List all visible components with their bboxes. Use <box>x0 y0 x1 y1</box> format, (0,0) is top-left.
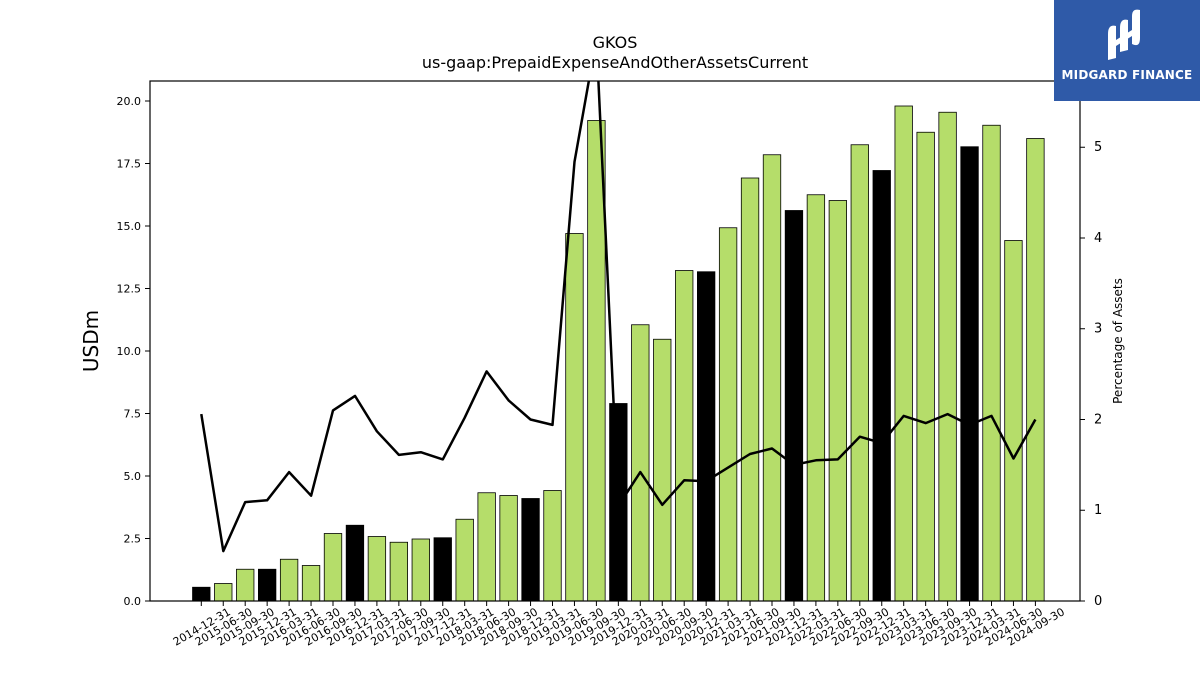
bar-2018-03-31 <box>455 518 474 602</box>
chart-subtitle: us-gaap:PrepaidExpenseAndOtherAssetsCurr… <box>422 53 808 72</box>
bar-2023-06-30 <box>916 131 935 602</box>
bar-2015-12-31 <box>257 568 277 602</box>
y2-tick-label: 5 <box>1094 140 1102 155</box>
y2-tick-label: 1 <box>1094 503 1102 518</box>
midgard-finance-logo: MIDGARD FINANCE <box>1054 0 1200 101</box>
y-tick-label: 2.5 <box>124 533 142 546</box>
bar-2016-12-31 <box>345 524 365 602</box>
bar-2024-03-31 <box>982 124 1001 602</box>
logo-text: MIDGARD FINANCE <box>1061 68 1193 82</box>
y2-axis-label: Percentage of Assets <box>1111 278 1125 404</box>
bar-2022-12-31 <box>872 170 891 602</box>
bar-2023-09-30 <box>938 111 957 602</box>
bar-2018-09-30 <box>499 495 518 602</box>
bar-2020-03-31 <box>631 324 650 602</box>
bar-2014-12-31 <box>192 586 211 602</box>
y-axis-label: USDm <box>79 310 103 372</box>
logo-mark-icon <box>1108 9 1140 60</box>
bar-2023-03-31 <box>894 105 913 602</box>
bar-2017-03-31 <box>367 536 387 602</box>
bar-2020-06-30 <box>653 338 672 602</box>
percentage-line-series <box>200 81 1037 553</box>
bar-2024-09-30 <box>1026 138 1045 602</box>
bar-2021-09-30 <box>762 154 782 602</box>
y-tick-label: 10.0 <box>117 345 142 358</box>
bar-series <box>192 105 1045 602</box>
bar-2023-12-31 <box>960 146 979 602</box>
bar-2016-06-30 <box>301 565 321 602</box>
bar-2017-09-30 <box>411 538 430 602</box>
bar-2018-12-31 <box>521 498 540 602</box>
y-tick-label: 20.0 <box>117 95 142 108</box>
bar-2015-06-30 <box>214 583 233 602</box>
bar-2015-09-30 <box>236 568 255 602</box>
bar-2016-03-31 <box>279 558 299 602</box>
y-tick-label: 12.5 <box>117 283 142 296</box>
bar-2024-06-30 <box>1004 240 1023 602</box>
bar-2021-12-31 <box>784 210 804 602</box>
bar-2022-09-30 <box>850 144 869 602</box>
bar-2022-03-31 <box>806 194 826 602</box>
axes: 0.02.55.07.510.012.515.017.520.001234520… <box>117 80 1102 649</box>
chart-title: GKOS <box>593 33 638 52</box>
bar-2021-06-30 <box>740 177 760 602</box>
y2-tick-label: 2 <box>1094 412 1102 427</box>
percentage-line <box>200 81 1037 553</box>
y-tick-label: 0.0 <box>124 595 142 608</box>
bar-2020-09-30 <box>675 270 694 602</box>
y-tick-label: 15.0 <box>117 220 142 233</box>
y-tick-label: 5.0 <box>124 470 142 483</box>
y2-tick-label: 0 <box>1094 594 1102 609</box>
bar-2019-03-31 <box>543 490 562 602</box>
bar-2017-12-31 <box>433 537 452 602</box>
y2-tick-label: 3 <box>1094 322 1102 337</box>
y-tick-label: 17.5 <box>117 158 142 171</box>
bar-2017-06-30 <box>389 541 409 602</box>
bar-2021-03-31 <box>718 227 738 602</box>
plot-frame <box>149 80 1081 602</box>
bar-2018-06-30 <box>477 492 496 602</box>
y2-tick-label: 4 <box>1094 231 1102 246</box>
bar-2019-06-30 <box>565 233 584 602</box>
y-tick-label: 7.5 <box>124 408 142 421</box>
bar-2022-06-30 <box>828 200 847 602</box>
bar-2020-12-31 <box>697 271 716 602</box>
bar-2016-09-30 <box>323 533 343 602</box>
